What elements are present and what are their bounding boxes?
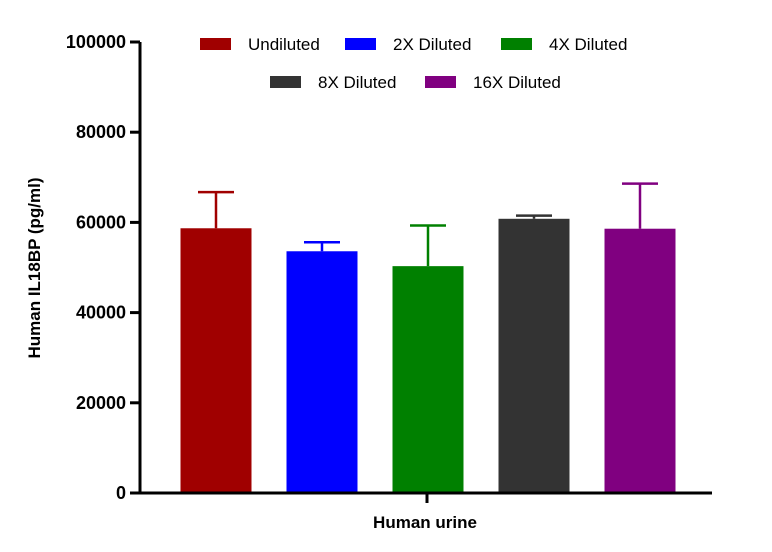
legend-swatch	[270, 76, 301, 88]
x-axis	[139, 491, 712, 503]
bar	[180, 228, 252, 493]
legend-label: 8X Diluted	[318, 73, 396, 92]
legend: Undiluted 2X Diluted 4X Diluted 8X Diluted 1…	[200, 35, 627, 92]
legend-label: 4X Diluted	[549, 35, 627, 54]
error-bars	[198, 182, 658, 267]
y-axis-title: Human IL18BP (pg/ml)	[25, 177, 44, 358]
legend-swatch	[200, 38, 231, 50]
bar	[392, 266, 464, 493]
y-tick-label: 0	[116, 483, 126, 503]
y-axis: 0 20000 40000 60000 80000 100000	[66, 32, 142, 503]
legend-label: 2X Diluted	[393, 35, 471, 54]
y-tick-label: 100000	[66, 32, 126, 52]
x-axis-title: Human urine	[373, 513, 477, 532]
y-tick-label: 60000	[76, 212, 126, 232]
bar	[604, 228, 676, 494]
bar	[286, 251, 358, 493]
legend-label: 16X Diluted	[473, 73, 561, 92]
bar	[498, 218, 570, 494]
legend-swatch	[345, 38, 376, 50]
legend-swatch	[501, 38, 532, 50]
legend-swatch	[425, 76, 456, 88]
y-tick-label: 40000	[76, 303, 126, 323]
bars	[180, 218, 676, 494]
y-tick-label: 20000	[76, 393, 126, 413]
y-tick-label: 80000	[76, 122, 126, 142]
legend-label: Undiluted	[248, 35, 320, 54]
